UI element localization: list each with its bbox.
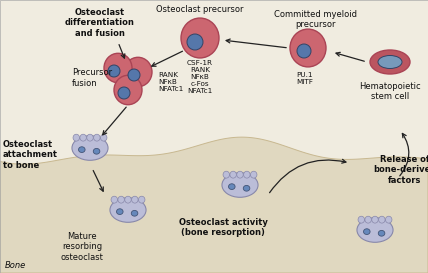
Ellipse shape [243, 185, 250, 191]
Ellipse shape [187, 34, 203, 50]
Ellipse shape [104, 53, 132, 83]
Text: Mature
resorbing
osteoclast: Mature resorbing osteoclast [61, 232, 104, 262]
Ellipse shape [358, 216, 365, 223]
Ellipse shape [118, 196, 125, 203]
Ellipse shape [223, 171, 229, 178]
Text: Release of
bone-derived
factors: Release of bone-derived factors [373, 155, 428, 185]
Text: Hematopoietic
stem cell: Hematopoietic stem cell [359, 82, 421, 101]
Ellipse shape [128, 69, 140, 81]
Ellipse shape [118, 87, 130, 99]
Ellipse shape [94, 134, 100, 141]
Ellipse shape [101, 134, 107, 141]
Text: Osteoclast
differentiation
and fusion: Osteoclast differentiation and fusion [65, 8, 135, 38]
Ellipse shape [73, 134, 80, 141]
Ellipse shape [124, 57, 152, 87]
Ellipse shape [110, 198, 146, 222]
Ellipse shape [379, 216, 385, 223]
Ellipse shape [87, 134, 93, 141]
Ellipse shape [139, 196, 145, 203]
Ellipse shape [372, 216, 378, 223]
Ellipse shape [386, 216, 392, 223]
Polygon shape [0, 137, 428, 273]
Text: Bone: Bone [5, 261, 26, 270]
Text: Osteoclast
attachment
to bone: Osteoclast attachment to bone [3, 140, 58, 170]
Ellipse shape [131, 210, 138, 216]
Ellipse shape [370, 50, 410, 74]
Text: Osteoclast activity
(bone resorption): Osteoclast activity (bone resorption) [178, 218, 268, 238]
Ellipse shape [363, 229, 370, 235]
Ellipse shape [222, 173, 258, 197]
Ellipse shape [297, 44, 311, 58]
Ellipse shape [114, 75, 142, 105]
Ellipse shape [229, 184, 235, 189]
Ellipse shape [365, 216, 372, 223]
Ellipse shape [181, 18, 219, 58]
Ellipse shape [244, 171, 250, 178]
Ellipse shape [290, 29, 326, 67]
Text: RANK
NFκB
NFATc1: RANK NFκB NFATc1 [158, 72, 183, 92]
Ellipse shape [116, 209, 123, 215]
Ellipse shape [378, 55, 402, 69]
Ellipse shape [111, 196, 118, 203]
Ellipse shape [80, 134, 86, 141]
Ellipse shape [78, 147, 85, 153]
Ellipse shape [131, 196, 138, 203]
Ellipse shape [378, 230, 385, 236]
Ellipse shape [108, 65, 120, 77]
Ellipse shape [250, 171, 257, 178]
Text: CSF-1R
RANK
NFκB
c-Fos
NFATc1: CSF-1R RANK NFκB c-Fos NFATc1 [187, 60, 213, 94]
Ellipse shape [237, 171, 243, 178]
Ellipse shape [357, 218, 393, 242]
Text: Precursor
fusion: Precursor fusion [72, 68, 112, 88]
Text: Committed myeloid
precursor: Committed myeloid precursor [274, 10, 357, 29]
Text: Osteoclast precursor: Osteoclast precursor [156, 5, 244, 14]
Ellipse shape [230, 171, 236, 178]
Ellipse shape [125, 196, 131, 203]
Ellipse shape [93, 149, 100, 154]
Ellipse shape [72, 136, 108, 160]
Text: PU.1
MITF: PU.1 MITF [296, 72, 313, 85]
